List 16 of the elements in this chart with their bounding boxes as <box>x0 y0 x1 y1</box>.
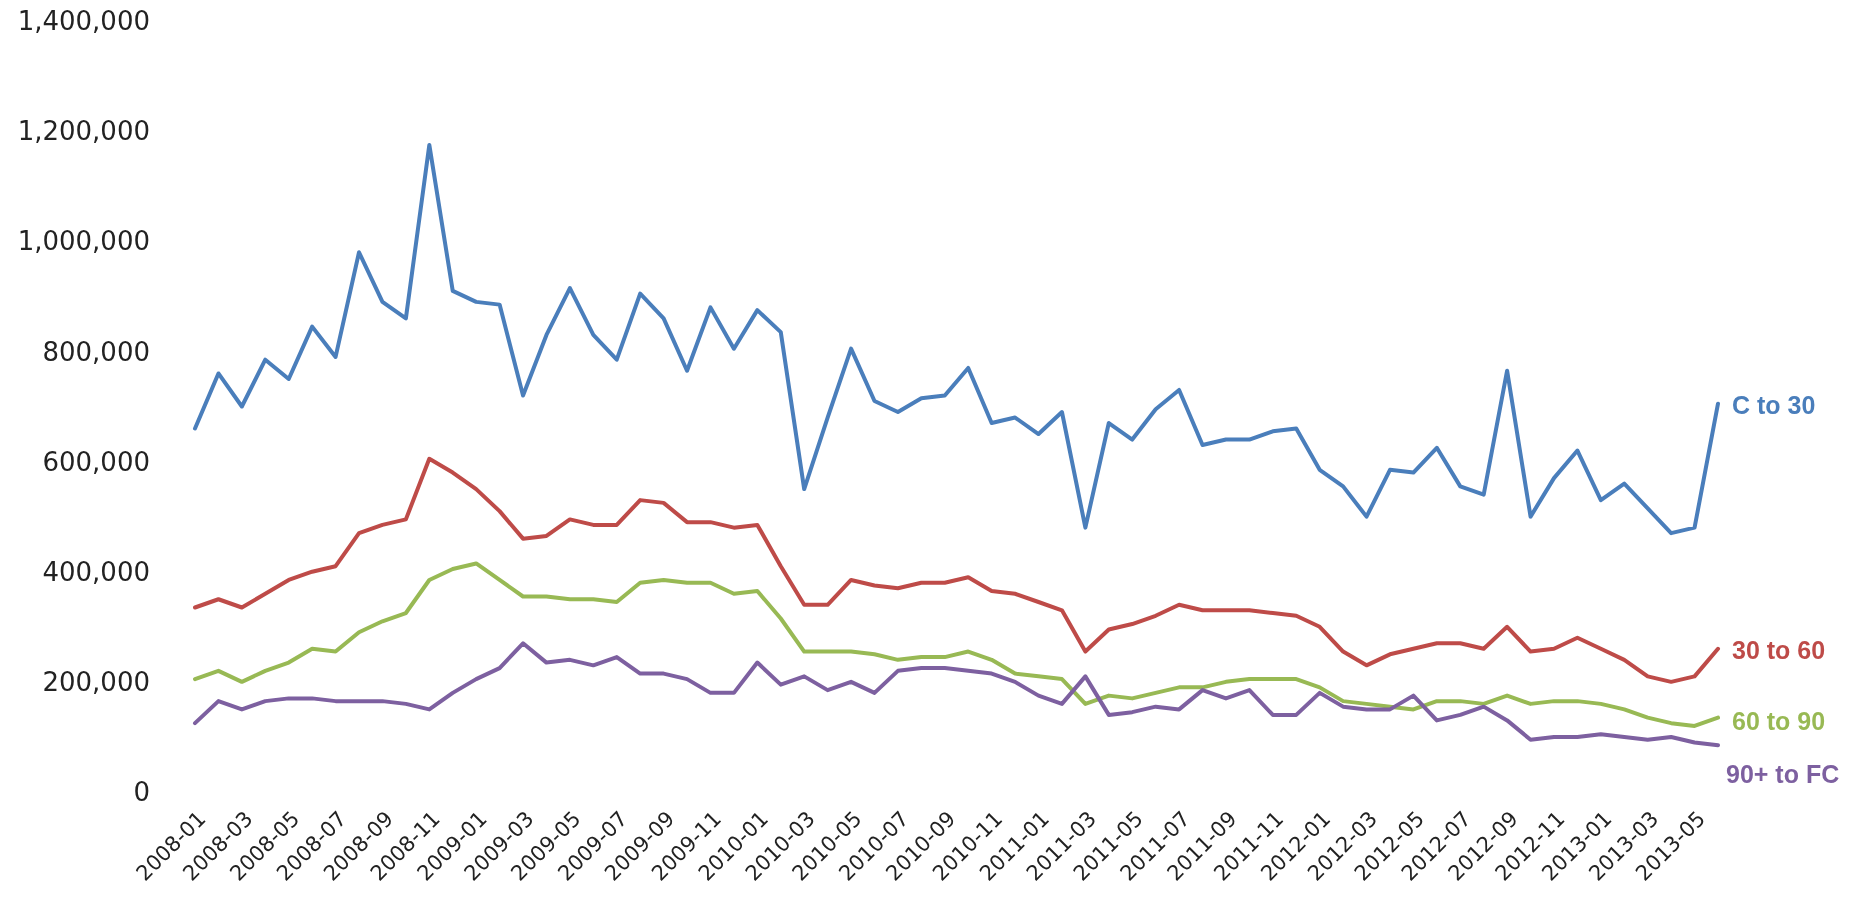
series-label: 90+ to FC <box>1726 760 1840 789</box>
y-tick-label: 1,400,000 <box>17 6 150 37</box>
y-tick-label: 600,000 <box>42 446 150 477</box>
y-tick-label: 800,000 <box>42 336 150 367</box>
series-label: 30 to 60 <box>1732 635 1826 664</box>
y-tick-label: 400,000 <box>42 556 150 587</box>
line-series <box>193 456 1720 684</box>
y-tick-label: 1,000,000 <box>17 226 150 257</box>
line-series <box>193 142 1720 536</box>
y-tick-label: 1,200,000 <box>17 116 150 147</box>
series-label: C to 30 <box>1732 390 1816 419</box>
y-tick-label: 200,000 <box>42 666 150 697</box>
line-series <box>193 641 1720 748</box>
series-label: 60 to 90 <box>1732 706 1826 735</box>
y-tick-label: 0 <box>133 777 150 808</box>
line-series <box>193 561 1720 728</box>
